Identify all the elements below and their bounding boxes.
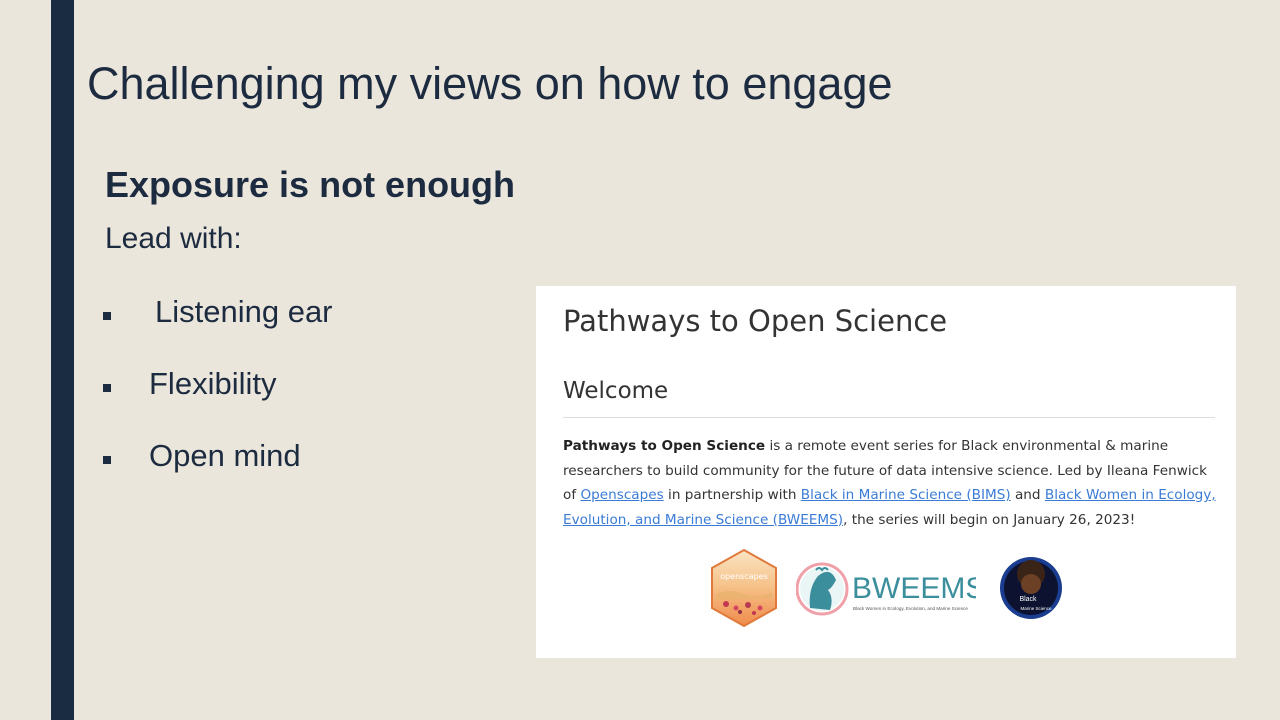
screenshot-page-title: Pathways to Open Science (563, 304, 948, 338)
partner-logos: openscapes BWEEMS Black Women in Ecology… (710, 548, 1070, 632)
slide-subtitle: Exposure is not enough (105, 164, 516, 205)
openscapes-link[interactable]: Openscapes (580, 487, 664, 503)
bullet-text: Open mind (149, 438, 301, 473)
intro-paragraph: Pathways to Open Science is a remote eve… (563, 434, 1223, 532)
screenshot-section-title: Welcome (563, 378, 669, 404)
openscapes-logo-text: openscapes (720, 572, 768, 581)
bullet-item: Flexibility (103, 364, 276, 404)
intro-text: , the series will begin on January 26, 2… (843, 511, 1136, 528)
intro-text: is a remote event series for Black envir… (563, 438, 1207, 503)
intro-text: in partnership with (663, 487, 801, 503)
bullet-marker-icon (103, 456, 111, 464)
bweems-logo-tagline: Black Women in Ecology, Evolution, and M… (853, 606, 968, 611)
intro-text: and (1010, 487, 1045, 503)
bullet-item: Listening ear (103, 292, 333, 332)
accent-sidebar-bar (51, 0, 74, 720)
bweems-link[interactable]: Black Women in Ecology, Evolution, and M… (563, 487, 1216, 528)
openscapes-logo-icon: openscapes (711, 548, 777, 628)
section-divider (563, 417, 1215, 418)
lead-text: Lead with: (105, 222, 242, 255)
bullet-marker-icon (103, 312, 111, 320)
bims-logo-subtext: Marine Science (1020, 606, 1052, 611)
bullet-item: Open mind (103, 436, 301, 476)
bullet-text: Listening ear (155, 294, 333, 329)
website-screenshot: Pathways to Open Science Welcome Pathway… (536, 286, 1236, 658)
slide-title: Challenging my views on how to engage (87, 58, 893, 109)
bullet-text: Flexibility (149, 366, 277, 401)
intro-bold-lead: Pathways to Open Science (563, 438, 766, 454)
bweems-logo-icon: BWEEMS Black Women in Ecology, Evolution… (796, 562, 976, 616)
bims-logo-icon: Black Marine Science (1000, 557, 1062, 619)
bweems-logo-text: BWEEMS (852, 572, 976, 605)
bullet-marker-icon (103, 384, 111, 392)
bims-logo-text: Black (1019, 596, 1037, 603)
bims-link[interactable]: Black in Marine Science (BIMS) (800, 487, 1011, 503)
